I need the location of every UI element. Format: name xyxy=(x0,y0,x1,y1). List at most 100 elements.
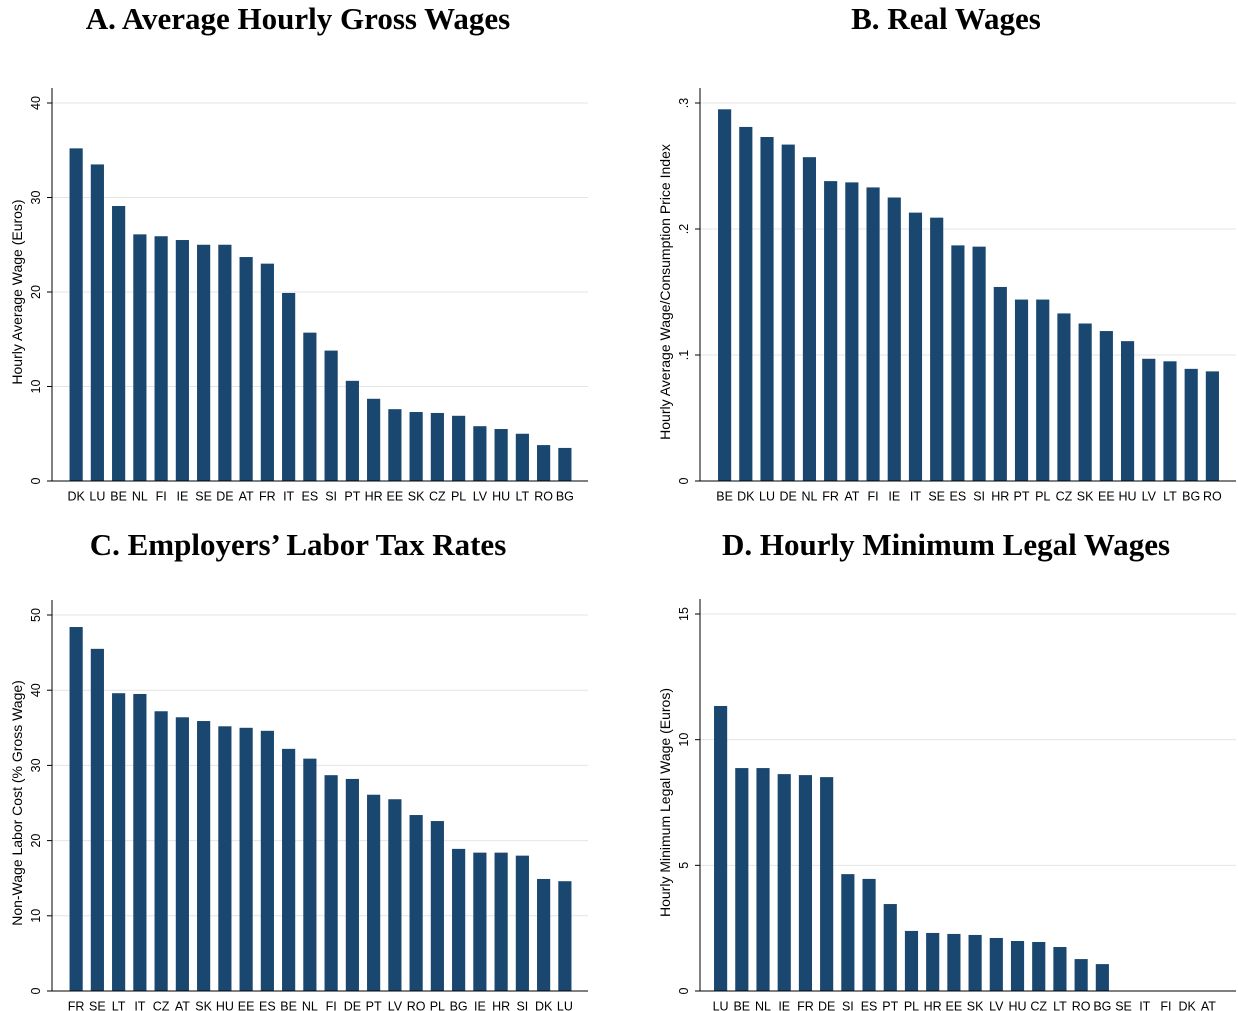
bar xyxy=(1057,313,1071,481)
x-tick-label: FI xyxy=(868,489,879,503)
bar xyxy=(820,777,834,991)
y-tick-label: .2 xyxy=(677,224,691,234)
bar xyxy=(1074,959,1088,991)
bar xyxy=(239,257,253,481)
bar xyxy=(515,433,529,481)
bar xyxy=(993,286,1007,481)
bar xyxy=(90,648,104,991)
y-tick-label: 10 xyxy=(29,909,43,923)
bar xyxy=(473,426,487,481)
bar xyxy=(175,240,189,481)
bar xyxy=(824,181,838,481)
bar xyxy=(197,244,211,481)
y-axis-label: Hourly Minimum Legal Wage (Euros) xyxy=(657,688,673,917)
x-tick-label: PT xyxy=(882,999,898,1011)
x-tick-label: FR xyxy=(797,999,814,1011)
x-tick-label: RO xyxy=(407,999,426,1011)
x-tick-label: PL xyxy=(451,489,466,503)
bar xyxy=(1053,947,1067,991)
x-tick-label: AT xyxy=(239,489,254,503)
bar xyxy=(972,246,986,481)
bar xyxy=(303,332,317,481)
x-tick-label: EE xyxy=(1098,489,1115,503)
x-tick-label: NL xyxy=(302,999,318,1011)
y-tick-label: 0 xyxy=(677,477,691,484)
bar xyxy=(69,627,83,991)
bar xyxy=(452,848,466,991)
x-tick-label: CZ xyxy=(429,489,446,503)
bar xyxy=(1142,358,1156,481)
x-tick-label: HR xyxy=(492,999,510,1011)
bar xyxy=(968,934,982,991)
x-tick-label: ES xyxy=(302,489,319,503)
x-tick-label: PL xyxy=(430,999,445,1011)
x-tick-label: LT xyxy=(516,489,530,503)
bar xyxy=(845,182,859,481)
x-tick-label: RO xyxy=(1203,489,1222,503)
y-tick-label: 30 xyxy=(29,191,43,205)
y-tick-label: 30 xyxy=(29,758,43,772)
x-tick-label: CZ xyxy=(1030,999,1047,1011)
x-tick-label: LT xyxy=(1163,489,1177,503)
y-tick-label: .3 xyxy=(677,98,691,108)
bar xyxy=(1014,299,1029,481)
x-tick-label: SK xyxy=(195,999,212,1011)
chart-title: B. Real Wages xyxy=(851,1,1041,36)
x-tick-label: AT xyxy=(1201,999,1216,1011)
bar xyxy=(1010,940,1025,991)
x-tick-label: BG xyxy=(1182,489,1200,503)
bar xyxy=(367,794,381,991)
bar xyxy=(282,748,296,991)
bar xyxy=(558,447,572,481)
bar xyxy=(303,758,317,991)
bar xyxy=(154,236,168,481)
bar xyxy=(90,164,104,482)
x-tick-label: LV xyxy=(989,999,1004,1011)
bar xyxy=(133,693,147,991)
bar xyxy=(409,412,423,481)
bar xyxy=(802,157,817,481)
y-tick-label: 40 xyxy=(29,683,43,697)
x-tick-label: NL xyxy=(132,489,148,503)
x-tick-label: LU xyxy=(759,489,775,503)
x-tick-label: IE xyxy=(778,999,790,1011)
x-tick-label: ES xyxy=(259,999,276,1011)
x-tick-label: FI xyxy=(156,489,167,503)
x-tick-label: IT xyxy=(910,489,921,503)
bar xyxy=(430,412,444,481)
bar xyxy=(1078,323,1092,481)
bar xyxy=(367,398,381,481)
x-tick-label: DK xyxy=(737,489,755,503)
x-tick-label: BG xyxy=(556,489,574,503)
y-tick-label: 0 xyxy=(29,987,43,994)
x-tick-label: SE xyxy=(928,489,945,503)
x-tick-label: LT xyxy=(112,999,126,1011)
bar xyxy=(112,206,126,481)
x-tick-label: FI xyxy=(326,999,337,1011)
x-tick-label: HR xyxy=(924,999,942,1011)
x-tick-label: NL xyxy=(755,999,771,1011)
bar xyxy=(1120,341,1135,481)
x-tick-label: SK xyxy=(967,999,984,1011)
chart-title: C. Employers’ Labor Tax Rates xyxy=(90,527,507,562)
bar xyxy=(473,852,487,991)
x-tick-label: ES xyxy=(861,999,878,1011)
bar xyxy=(69,148,83,482)
x-tick-label: LT xyxy=(1053,999,1067,1011)
bar xyxy=(904,930,919,991)
bar xyxy=(1036,299,1050,481)
x-tick-label: HU xyxy=(1119,489,1137,503)
x-tick-label: BE xyxy=(733,999,750,1011)
x-tick-label: HU xyxy=(492,489,510,503)
x-tick-label: LV xyxy=(1142,489,1157,503)
bar xyxy=(781,144,795,481)
x-tick-label: DE xyxy=(216,489,233,503)
bar xyxy=(883,904,897,991)
x-tick-label: ES xyxy=(950,489,967,503)
bar xyxy=(537,878,551,991)
bar xyxy=(947,933,961,991)
x-tick-label: FR xyxy=(259,489,276,503)
bar xyxy=(494,852,508,991)
x-tick-label: IT xyxy=(134,999,145,1011)
x-tick-label: SI xyxy=(325,489,337,503)
